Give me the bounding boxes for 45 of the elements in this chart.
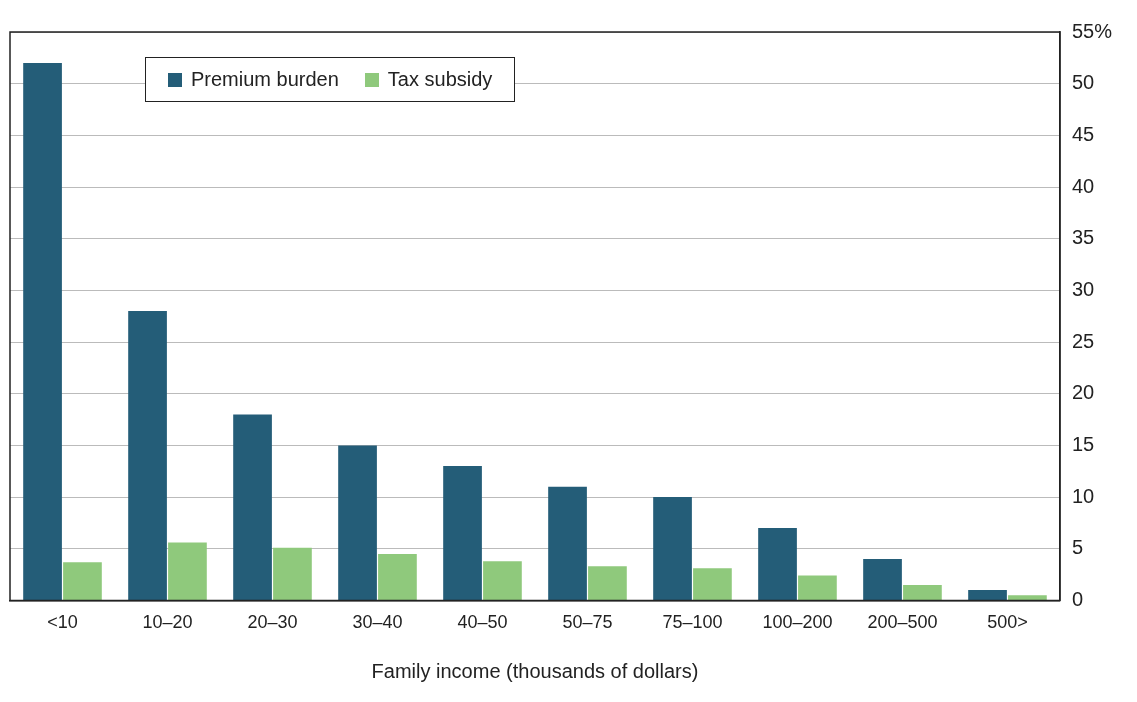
y-tick-label: 0 xyxy=(1071,587,1084,610)
y-tick-label: 30 xyxy=(1071,277,1095,300)
bar xyxy=(378,553,417,600)
y-tick-label: 15 xyxy=(1071,432,1095,455)
x-tick-label: 500> xyxy=(987,612,1028,633)
x-tick-label: 100–200 xyxy=(762,612,833,633)
bar xyxy=(693,568,732,600)
bar xyxy=(903,584,942,600)
y-tick-label: 55% xyxy=(1071,19,1113,42)
bar xyxy=(548,486,587,600)
bar xyxy=(168,542,207,600)
y-tick-label: 20 xyxy=(1071,381,1095,404)
x-tick-label: 10–20 xyxy=(142,612,193,633)
bar xyxy=(63,562,102,600)
bar xyxy=(23,63,62,600)
bar xyxy=(758,528,797,600)
bar xyxy=(863,559,902,600)
x-tick-label: <10 xyxy=(47,612,78,633)
y-tick-label: 50 xyxy=(1071,71,1095,94)
legend-label: Premium burden xyxy=(191,68,339,91)
x-tick-label: 20–30 xyxy=(247,612,298,633)
x-tick-label: 50–75 xyxy=(562,612,613,633)
bar xyxy=(588,566,627,600)
y-tick-label: 40 xyxy=(1071,174,1095,197)
x-tick-label: 200–500 xyxy=(867,612,938,633)
x-tick-label: 75–100 xyxy=(662,612,723,633)
y-tick-label: 10 xyxy=(1071,484,1095,507)
y-tick-label: 45 xyxy=(1071,122,1095,145)
bar xyxy=(273,547,312,600)
x-axis-title: Family income (thousands of dollars) xyxy=(371,659,699,682)
y-tick-label: 5 xyxy=(1071,536,1084,559)
bar xyxy=(443,466,482,600)
bar xyxy=(653,497,692,600)
bar xyxy=(1008,595,1047,600)
bar xyxy=(233,414,272,600)
y-tick-label: 25 xyxy=(1071,329,1095,352)
bar xyxy=(483,561,522,600)
bar xyxy=(338,445,377,600)
legend-label: Tax subsidy xyxy=(387,68,493,91)
bar xyxy=(798,575,837,600)
x-tick-label: 40–50 xyxy=(457,612,508,633)
bar xyxy=(968,590,1007,600)
bar xyxy=(128,311,167,600)
y-tick-label: 35 xyxy=(1071,226,1095,249)
x-tick-label: 30–40 xyxy=(352,612,403,633)
